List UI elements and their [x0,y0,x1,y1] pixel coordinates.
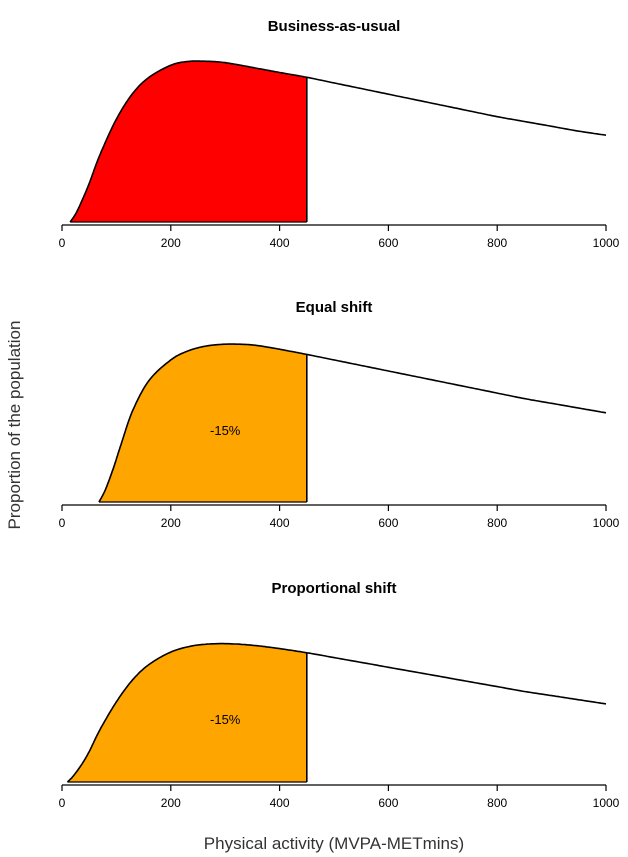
x-tick-label: 0 [59,236,66,250]
x-tick-label: 0 [59,516,66,530]
panel-2: Equal shift 0 200 400 600 800 1000 -15% [59,299,620,530]
x-tick-label: 200 [161,516,181,530]
x-axis-title: Physical activity (MVPA-METmins) [204,834,464,853]
x-tick-label: 1000 [593,516,620,530]
density-curve [69,60,607,223]
panel-3: Proportional shift 0 200 400 600 800 1000 -15% [59,580,620,810]
shaded-area [99,344,307,502]
panel-title: Business-as-usual [268,18,401,35]
x-tick-label: 600 [378,516,398,530]
x-tick-label: 1000 [593,796,620,810]
y-axis-title: Proportion of the population [5,321,24,530]
x-tick-label: 400 [270,796,290,810]
density-curve [66,642,607,783]
x-tick-label: 400 [270,236,290,250]
x-tick-label: 200 [161,236,181,250]
x-tick-label: 600 [378,236,398,250]
x-tick-label: 800 [487,516,507,530]
panel-title: Equal shift [296,299,373,316]
shaded-area [67,643,307,782]
x-tick-label: 400 [270,516,290,530]
x-tick-label: 0 [59,796,66,810]
panel-1: Business-as-usual 0 200 400 600 800 1000 [59,18,620,250]
x-tick-label: 200 [161,796,181,810]
x-tick-label: 800 [487,796,507,810]
x-tick-label: 800 [487,236,507,250]
shaded-area [70,61,307,222]
annotation-label: -15% [210,712,241,727]
x-tick-label: 600 [378,796,398,810]
density-curve [98,343,607,503]
panel-title: Proportional shift [272,580,397,597]
annotation-label: -15% [210,423,241,438]
x-tick-label: 1000 [593,236,620,250]
